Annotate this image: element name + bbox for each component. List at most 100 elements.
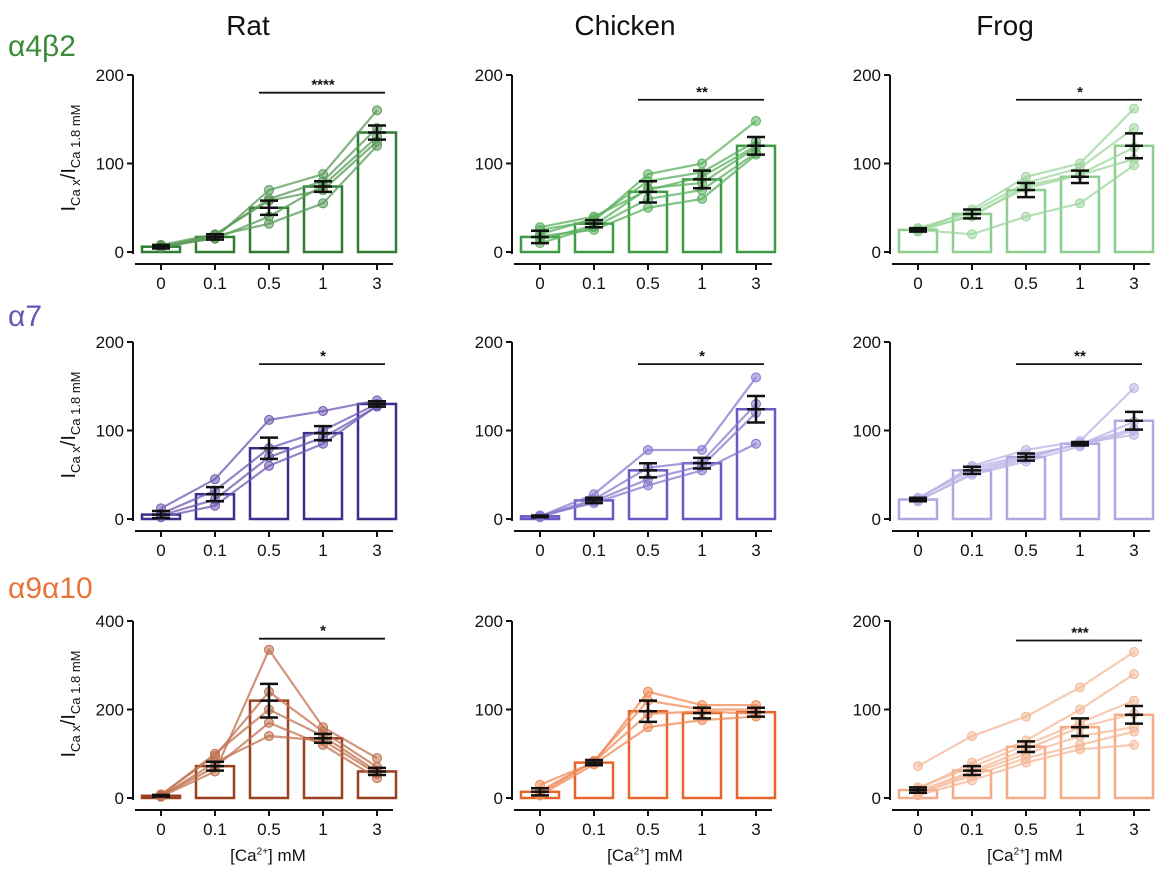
replicate-point — [1129, 646, 1139, 657]
replicate-point — [967, 731, 977, 742]
replicate-point — [643, 686, 653, 697]
x-caption-frog: [Ca2+] mM — [987, 846, 1063, 865]
significance-label: ** — [696, 84, 708, 101]
y-tick-label: 200 — [853, 66, 881, 85]
y-tick-label: 100 — [475, 155, 503, 174]
y-tick-label: 0 — [872, 789, 881, 808]
replicate-point — [264, 644, 274, 655]
panel-2-1: 0 100 200 0 0.1 0.5 1 3 — [475, 612, 777, 839]
row-title-a9a10: α9α10 — [8, 572, 93, 605]
x-tick-label: 3 — [1129, 274, 1138, 293]
x-tick-label: 0.1 — [582, 274, 606, 293]
panel-1-1: 0 100 200 0 0.1 0.5 1 3 * — [475, 333, 777, 560]
x-tick-label: 0.5 — [636, 820, 660, 839]
y-axis-label: ICa x/ICa 1.8 mM — [58, 372, 83, 479]
x-tick-label: 1 — [1075, 274, 1084, 293]
significance-label: * — [320, 348, 326, 365]
x-tick-label: 3 — [1129, 541, 1138, 560]
y-label-main: I — [58, 206, 80, 212]
column-title-rat: Rat — [226, 10, 270, 41]
replicate-point — [264, 731, 274, 742]
x-tick-label: 3 — [751, 820, 760, 839]
x-tick-label: 0 — [535, 820, 544, 839]
bar — [735, 710, 777, 800]
replicate-line — [917, 387, 1135, 501]
x-tick-label: 0 — [156, 820, 165, 839]
replicate-point — [210, 748, 220, 759]
x-tick-label: 1 — [318, 541, 327, 560]
replicate-point — [751, 438, 761, 449]
y-tick-label: 0 — [872, 510, 881, 529]
x-tick-label: 3 — [372, 820, 381, 839]
y-tick-label: 0 — [494, 510, 503, 529]
x-tick-label: 3 — [751, 274, 760, 293]
y-label-sub2: Ca 1.8 mM — [68, 105, 83, 169]
x-tick-label: 0.5 — [1014, 541, 1038, 560]
significance-label: *** — [1071, 624, 1089, 641]
x-tick-label: 0.5 — [257, 820, 281, 839]
x-tick-label: 0.5 — [636, 274, 660, 293]
y-tick-label: 0 — [115, 510, 124, 529]
y-tick-label: 0 — [494, 789, 503, 808]
x-tick-label: 1 — [318, 274, 327, 293]
replicate-point — [1129, 123, 1139, 134]
replicate-point — [264, 460, 274, 471]
panel-0-0: 0 100 200 0 0.1 0.5 1 3 **** ICa x/ICa 1.8 mM — [58, 66, 398, 293]
significance-label: * — [1077, 84, 1083, 101]
y-tick-label: 200 — [475, 612, 503, 631]
replicate-point — [643, 722, 653, 733]
replicate-point — [1075, 198, 1085, 209]
replicate-point — [1021, 711, 1031, 722]
y-tick-label: 100 — [853, 422, 881, 441]
x-tick-label: 0.1 — [203, 820, 227, 839]
y-tick-label: 100 — [96, 422, 124, 441]
significance-label: * — [320, 623, 326, 640]
replicate-point — [372, 105, 382, 116]
y-label-sub2: Ca 1.8 mM — [68, 651, 83, 715]
x-tick-label: 0 — [156, 541, 165, 560]
x-tick-label: 1 — [1075, 541, 1084, 560]
column-title-frog: Frog — [976, 10, 1034, 41]
replicate-point — [210, 474, 220, 485]
y-label-slash: /I — [58, 168, 80, 179]
x-tick-label: 0.1 — [960, 274, 984, 293]
y-tick-label: 200 — [475, 66, 503, 85]
y-tick-label: 0 — [872, 243, 881, 262]
replicate-point — [751, 116, 761, 127]
bar — [1059, 175, 1101, 254]
replicate-point — [643, 444, 653, 455]
replicate-point — [1129, 383, 1139, 394]
y-tick-label: 200 — [853, 612, 881, 631]
column-title-chicken: Chicken — [574, 10, 676, 41]
x-tick-label: 3 — [1129, 820, 1138, 839]
replicate-point — [751, 372, 761, 383]
y-tick-label: 0 — [494, 243, 503, 262]
bar — [1059, 442, 1101, 521]
x-tick-label: 3 — [372, 541, 381, 560]
replicate-point — [1129, 669, 1139, 680]
x-tick-label: 1 — [697, 274, 706, 293]
replicate-point — [1075, 682, 1085, 693]
x-tick-label: 1 — [318, 820, 327, 839]
x-tick-label: 0.5 — [257, 541, 281, 560]
replicate-point — [264, 218, 274, 229]
replicate-point — [697, 193, 707, 204]
x-tick-label: 0.1 — [582, 820, 606, 839]
y-label-sub1: Ca x — [68, 179, 83, 206]
x-tick-label: 0.1 — [960, 541, 984, 560]
x-tick-label: 0.1 — [582, 541, 606, 560]
x-tick-label: 0.5 — [257, 274, 281, 293]
y-axis-label: ICa x/ICa 1.8 mM — [58, 651, 83, 758]
replicate-point — [1021, 211, 1031, 222]
x-tick-label: 0.1 — [960, 820, 984, 839]
y-tick-label: 200 — [96, 66, 124, 85]
row-title-a7: α7 — [8, 300, 43, 333]
panel-1-0: 0 100 200 0 0.1 0.5 1 3 * ICa x/ICa 1.8 mM — [58, 333, 398, 560]
y-tick-label: 200 — [96, 701, 124, 720]
panel-2-0: 0 200 400 0 0.1 0.5 1 3 * ICa x/ICa 1.8 mM — [58, 612, 398, 839]
significance-label: * — [699, 348, 705, 365]
x-tick-label: 1 — [1075, 820, 1084, 839]
x-tick-label: 0 — [913, 274, 922, 293]
y-label-sub1: Ca x — [68, 446, 83, 473]
replicate-point — [318, 406, 328, 417]
